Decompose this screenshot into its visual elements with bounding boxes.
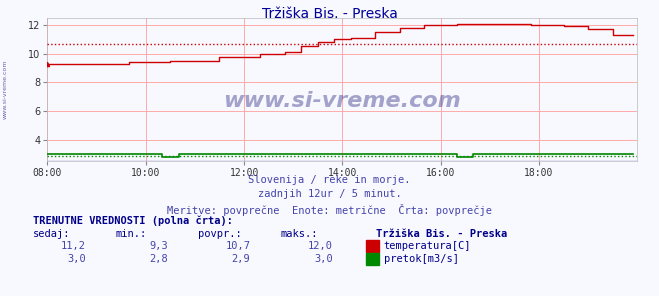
Text: www.si-vreme.com: www.si-vreme.com (223, 91, 461, 111)
Text: 2,8: 2,8 (150, 254, 168, 264)
Text: 2,9: 2,9 (232, 254, 250, 264)
Text: www.si-vreme.com: www.si-vreme.com (3, 59, 8, 119)
Text: 11,2: 11,2 (61, 241, 86, 251)
Text: maks.:: maks.: (280, 229, 318, 239)
Text: Tržiška Bis. - Preska: Tržiška Bis. - Preska (262, 7, 397, 21)
Text: 12,0: 12,0 (308, 241, 333, 251)
Text: Slovenija / reke in morje.: Slovenija / reke in morje. (248, 175, 411, 185)
Text: min.:: min.: (115, 229, 146, 239)
Text: 3,0: 3,0 (67, 254, 86, 264)
Text: 10,7: 10,7 (225, 241, 250, 251)
Text: Tržiška Bis. - Preska: Tržiška Bis. - Preska (376, 229, 507, 239)
Text: temperatura[C]: temperatura[C] (384, 241, 471, 251)
Text: zadnjih 12ur / 5 minut.: zadnjih 12ur / 5 minut. (258, 189, 401, 200)
Text: 9,3: 9,3 (150, 241, 168, 251)
Text: TRENUTNE VREDNOSTI (polna črta):: TRENUTNE VREDNOSTI (polna črta): (33, 215, 233, 226)
Text: povpr.:: povpr.: (198, 229, 241, 239)
Text: pretok[m3/s]: pretok[m3/s] (384, 254, 459, 264)
Text: 3,0: 3,0 (314, 254, 333, 264)
Text: sedaj:: sedaj: (33, 229, 71, 239)
Text: Meritve: povprečne  Enote: metrične  Črta: povprečje: Meritve: povprečne Enote: metrične Črta:… (167, 204, 492, 216)
